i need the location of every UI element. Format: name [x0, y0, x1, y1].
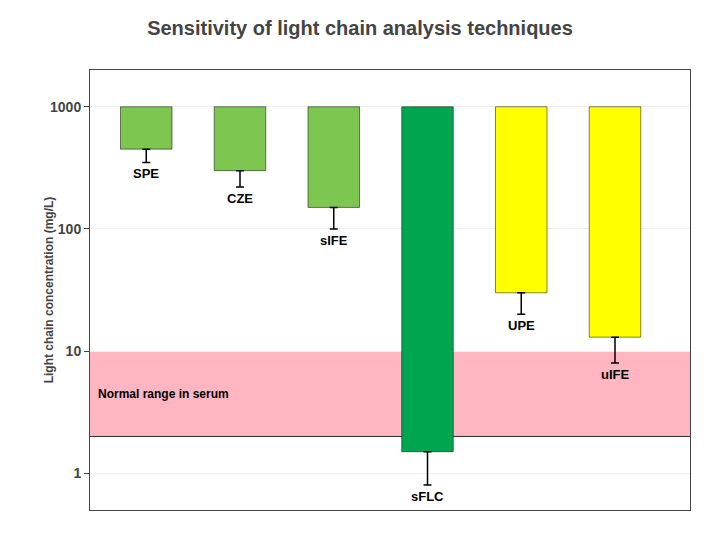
svg-text:CZE: CZE	[227, 191, 253, 206]
svg-text:sFLC: sFLC	[411, 489, 444, 504]
svg-text:Light chain concentration (mg/: Light chain concentration (mg/L)	[42, 197, 56, 384]
svg-text:1000: 1000	[50, 99, 81, 115]
svg-text:1: 1	[73, 465, 81, 481]
svg-text:uIFE: uIFE	[601, 367, 629, 382]
svg-text:UPE: UPE	[508, 318, 535, 333]
svg-text:Sensitivity of light chain ana: Sensitivity of light chain analysis tech…	[147, 17, 573, 39]
svg-text:10: 10	[66, 343, 82, 359]
svg-text:100: 100	[58, 221, 82, 237]
svg-text:sIFE: sIFE	[320, 233, 348, 248]
svg-text:SPE: SPE	[133, 166, 159, 181]
svg-text:Normal range in serum: Normal range in serum	[98, 387, 229, 401]
